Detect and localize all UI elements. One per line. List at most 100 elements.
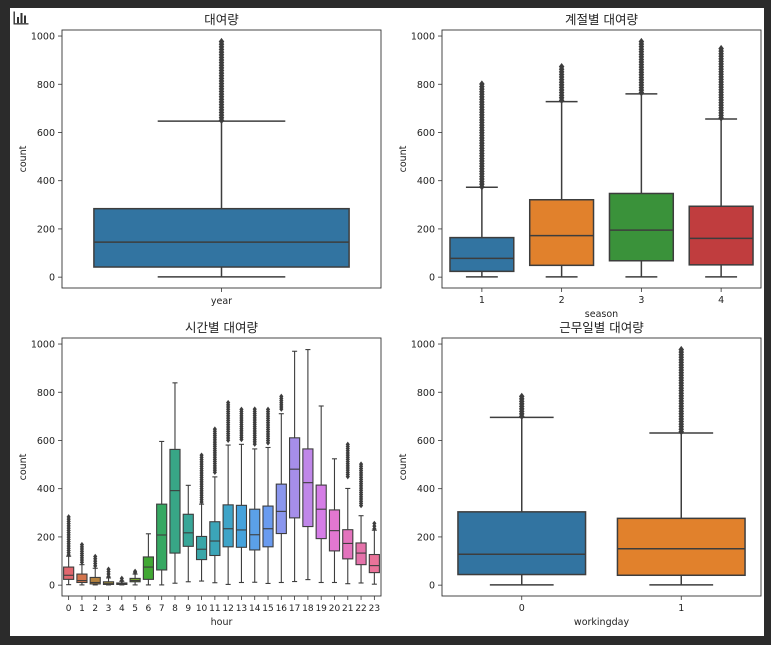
chart-panel-4: 근무일별 대여량 0 200 400 600 800 1000 0 1 workingday cou… bbox=[398, 320, 762, 628]
bar-chart-icon[interactable] bbox=[13, 11, 29, 25]
x-tick-label: 9 bbox=[185, 604, 191, 614]
box-all bbox=[93, 207, 350, 268]
x-axis-label: season bbox=[585, 309, 618, 320]
x-tick-label: 8 bbox=[172, 604, 178, 614]
outlier-point bbox=[239, 406, 244, 413]
box-23 bbox=[368, 553, 380, 574]
outlier-point bbox=[93, 553, 98, 560]
plot-frame bbox=[441, 337, 762, 597]
x-tick-label: 22 bbox=[355, 604, 366, 614]
outlier-point bbox=[106, 566, 111, 572]
outlier-point bbox=[479, 80, 485, 88]
x-tick-label: 10 bbox=[196, 604, 208, 614]
outlier-point bbox=[372, 520, 377, 527]
y-tick-label: 200 bbox=[37, 532, 55, 543]
outlier-point bbox=[133, 568, 138, 575]
x-tick-label: 11 bbox=[209, 604, 220, 614]
y-tick-label: 200 bbox=[417, 532, 435, 543]
y-tick-label: 400 bbox=[37, 176, 55, 187]
y-tick-label: 600 bbox=[417, 128, 435, 139]
chart-panel-1: 대여량 0 200 400 600 800 1000 year count bbox=[18, 12, 382, 307]
x-tick-label: 1 bbox=[79, 604, 85, 614]
outlier-point bbox=[66, 514, 71, 520]
y-tick-label: 400 bbox=[37, 484, 55, 495]
x-tick-label: 23 bbox=[369, 604, 380, 614]
y-tick-label: 1000 bbox=[411, 32, 435, 43]
box-12 bbox=[222, 504, 234, 548]
y-tick-label: 1000 bbox=[31, 32, 55, 43]
box-2 bbox=[528, 198, 595, 267]
y-tick-label: 0 bbox=[429, 273, 435, 284]
y-axis-label: count bbox=[18, 145, 29, 172]
y-tick-label: 400 bbox=[417, 176, 435, 187]
x-tick-label: 20 bbox=[329, 604, 341, 614]
x-tick-label: 2 bbox=[92, 604, 98, 614]
box-1 bbox=[76, 573, 88, 584]
box-17 bbox=[289, 437, 301, 519]
box-21 bbox=[342, 529, 354, 560]
outlier-point bbox=[265, 406, 271, 413]
box-1 bbox=[616, 517, 746, 577]
x-tick-label: 12 bbox=[222, 604, 233, 614]
chart-title: 근무일별 대여량 bbox=[559, 320, 644, 335]
x-tick-label: 19 bbox=[315, 604, 327, 614]
outlier-point bbox=[119, 575, 124, 582]
x-tick-label: 7 bbox=[159, 604, 165, 614]
box-16 bbox=[275, 483, 287, 535]
outlier-point bbox=[678, 345, 685, 354]
box-0 bbox=[63, 566, 75, 580]
x-tick-label: 1 bbox=[479, 295, 485, 306]
x-tick-label: 17 bbox=[289, 604, 300, 614]
y-tick-label: 200 bbox=[417, 224, 435, 235]
x-tick-label: 0 bbox=[519, 603, 525, 614]
x-tick-label: 4 bbox=[119, 604, 125, 614]
x-tick-label: 5 bbox=[132, 604, 138, 614]
y-tick-label: 800 bbox=[417, 80, 435, 91]
y-tick-label: 200 bbox=[37, 224, 55, 235]
chart-panel-2: 계절별 대여량 0 200 400 600 800 1000 1 2 3 4 season count bbox=[398, 12, 762, 320]
x-axis-label: hour bbox=[211, 617, 233, 628]
outlier-point bbox=[218, 37, 225, 46]
y-tick-label: 1000 bbox=[31, 340, 55, 351]
box-3 bbox=[608, 192, 675, 262]
chart-title: 대여량 bbox=[204, 12, 239, 27]
box-22 bbox=[355, 542, 367, 566]
outlier-point bbox=[252, 406, 257, 412]
outlier-point bbox=[558, 63, 565, 71]
y-tick-label: 600 bbox=[37, 436, 55, 447]
outlier-point bbox=[358, 461, 364, 467]
box-10 bbox=[195, 535, 208, 561]
x-tick-label: 6 bbox=[146, 604, 152, 614]
outlier-point bbox=[226, 399, 231, 406]
box-6 bbox=[142, 556, 154, 580]
x-tick-label: 21 bbox=[342, 604, 353, 614]
y-tick-label: 0 bbox=[49, 581, 55, 592]
box-9 bbox=[182, 513, 194, 547]
box-15 bbox=[262, 505, 274, 548]
x-tick-label: 14 bbox=[249, 604, 261, 614]
y-tick-label: 400 bbox=[417, 484, 435, 495]
outlier-point bbox=[638, 37, 645, 46]
chart-title: 시간별 대여량 bbox=[185, 320, 258, 335]
x-axis-label: workingday bbox=[574, 617, 630, 628]
box-8 bbox=[169, 448, 181, 554]
box-19 bbox=[315, 484, 327, 540]
y-axis-label: count bbox=[398, 145, 409, 172]
box-3 bbox=[102, 581, 115, 585]
plot-frame bbox=[61, 29, 382, 289]
box-7 bbox=[156, 503, 168, 571]
x-tick-label: 13 bbox=[236, 604, 247, 614]
box-4 bbox=[688, 205, 754, 266]
x-tick-label: 16 bbox=[276, 604, 288, 614]
outlier-point bbox=[279, 393, 284, 400]
y-tick-label: 800 bbox=[417, 388, 435, 399]
y-tick-label: 800 bbox=[37, 80, 55, 91]
outlier-point bbox=[718, 44, 724, 53]
figure-canvas: 대여량 0 200 400 600 800 1000 year count 계절별 대여량 0 200… bbox=[10, 8, 764, 636]
plot-frame bbox=[61, 337, 382, 597]
outlier-point bbox=[345, 441, 350, 448]
x-tick-label: 4 bbox=[718, 295, 724, 306]
chart-title: 계절별 대여량 bbox=[565, 12, 638, 27]
